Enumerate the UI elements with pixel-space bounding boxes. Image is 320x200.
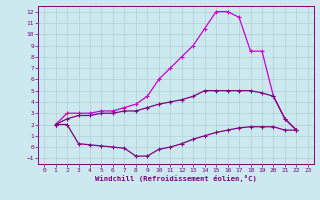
X-axis label: Windchill (Refroidissement éolien,°C): Windchill (Refroidissement éolien,°C) (95, 175, 257, 182)
